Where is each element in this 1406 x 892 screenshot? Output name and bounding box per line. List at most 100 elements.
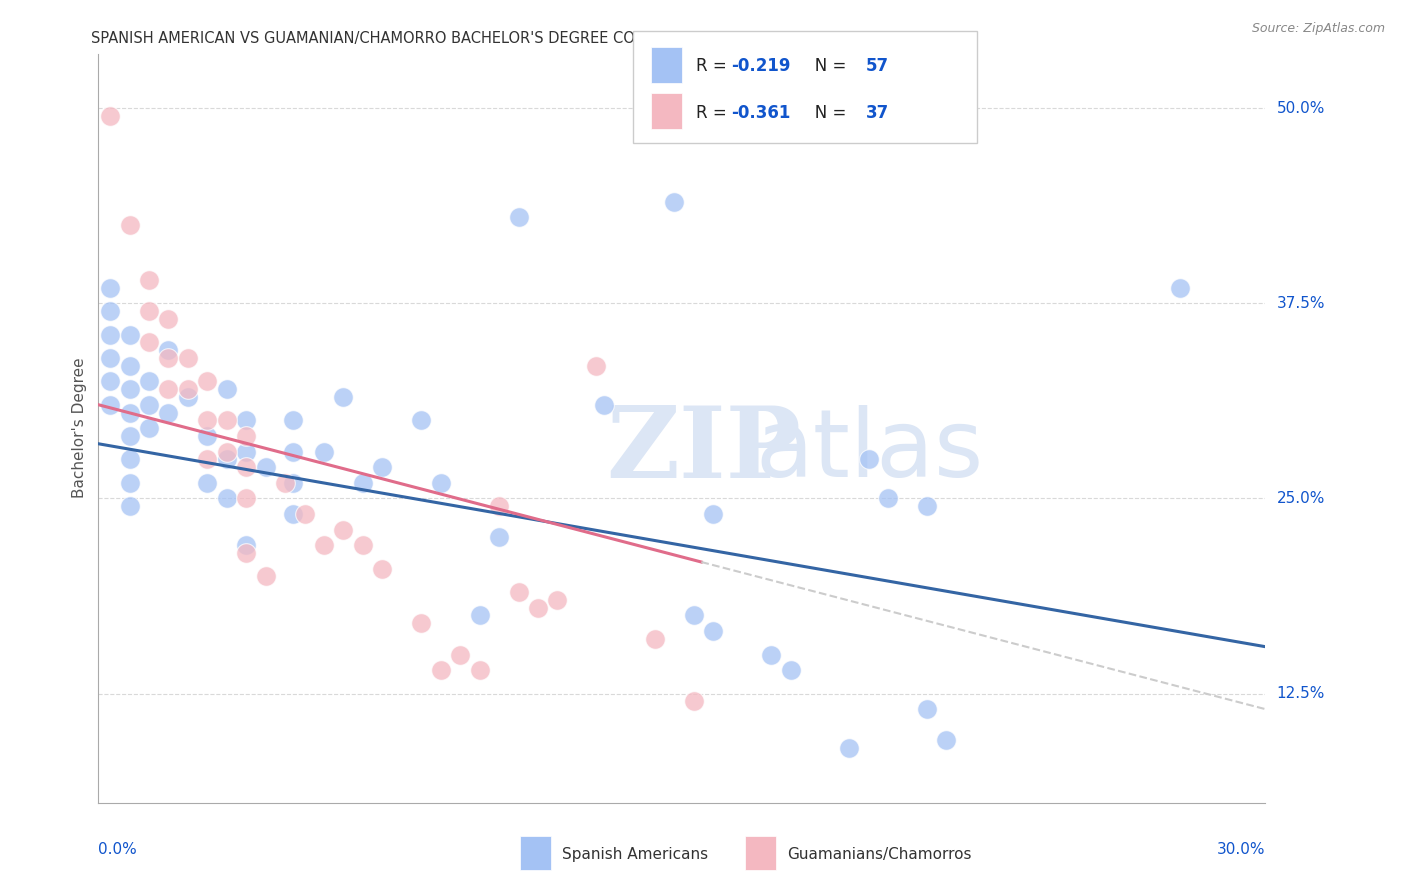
Point [177,382,200,396]
Point [332,523,354,537]
Point [508,211,530,225]
Text: atlas: atlas [755,405,984,497]
Point [195,452,218,467]
Text: R =: R = [696,57,733,76]
Point [157,382,180,396]
Text: 50.0%: 50.0% [1277,101,1324,116]
Point [98,304,121,318]
Point [195,429,218,443]
Point [138,304,160,318]
Text: R =: R = [696,103,733,121]
Point [312,444,335,458]
Point [371,562,394,576]
Point [312,538,335,552]
Point [294,507,316,521]
Point [138,398,160,412]
Point [682,608,704,623]
Text: 30.0%: 30.0% [1218,842,1265,856]
Point [235,491,257,506]
Point [195,475,218,490]
Point [195,375,218,389]
Point [352,538,374,552]
Point [118,500,141,514]
Point [98,327,121,342]
Point [281,507,304,521]
Point [118,406,141,420]
Point [157,312,180,326]
Text: N =: N = [799,103,851,121]
Point [281,475,304,490]
Point [215,413,238,427]
Text: 12.5%: 12.5% [1277,686,1324,701]
Point [281,444,304,458]
Point [371,460,394,475]
Text: 25.0%: 25.0% [1277,491,1324,506]
Text: -0.219: -0.219 [731,57,790,76]
Point [215,491,238,506]
Text: SPANISH AMERICAN VS GUAMANIAN/CHAMORRO BACHELOR'S DEGREE CORRELATION CHART: SPANISH AMERICAN VS GUAMANIAN/CHAMORRO B… [91,31,772,46]
Point [235,429,257,443]
Point [215,382,238,396]
Point [177,351,200,365]
Point [662,194,685,209]
Point [702,624,724,639]
Point [468,663,491,677]
Point [935,733,957,747]
Point [1168,281,1191,295]
Point [593,398,616,412]
Point [761,648,783,662]
Point [157,406,180,420]
Point [157,343,180,358]
Text: N =: N = [799,57,851,76]
Text: 37: 37 [866,103,890,121]
Point [352,475,374,490]
Point [195,413,218,427]
Text: Spanish Americans: Spanish Americans [562,847,709,862]
Point [527,600,550,615]
Text: 0.0%: 0.0% [98,842,138,856]
Point [838,741,860,756]
Point [98,375,121,389]
Point [98,281,121,295]
Point [702,507,724,521]
Point [779,663,801,677]
Point [585,359,607,373]
Point [546,593,568,607]
Point [468,608,491,623]
Point [118,382,141,396]
Point [98,398,121,412]
Text: ZIP: ZIP [606,402,801,500]
Point [877,491,900,506]
Point [644,632,666,646]
Point [138,375,160,389]
Point [215,452,238,467]
Point [281,413,304,427]
Point [411,616,433,631]
Point [118,219,141,233]
Point [118,452,141,467]
Text: Source: ZipAtlas.com: Source: ZipAtlas.com [1251,22,1385,36]
Point [177,390,200,404]
Point [138,273,160,287]
Point [235,460,257,475]
Point [235,538,257,552]
Point [429,663,451,677]
Point [118,327,141,342]
Point [215,444,238,458]
Text: 37.5%: 37.5% [1277,296,1324,310]
Point [429,475,451,490]
Point [508,585,530,599]
Point [98,351,121,365]
Point [235,413,257,427]
Point [118,429,141,443]
Point [915,702,938,716]
Point [138,335,160,350]
Point [488,500,510,514]
Point [915,500,938,514]
Point [98,109,121,123]
Point [118,359,141,373]
Point [332,390,354,404]
Point [118,475,141,490]
Point [411,413,433,427]
Point [858,452,880,467]
